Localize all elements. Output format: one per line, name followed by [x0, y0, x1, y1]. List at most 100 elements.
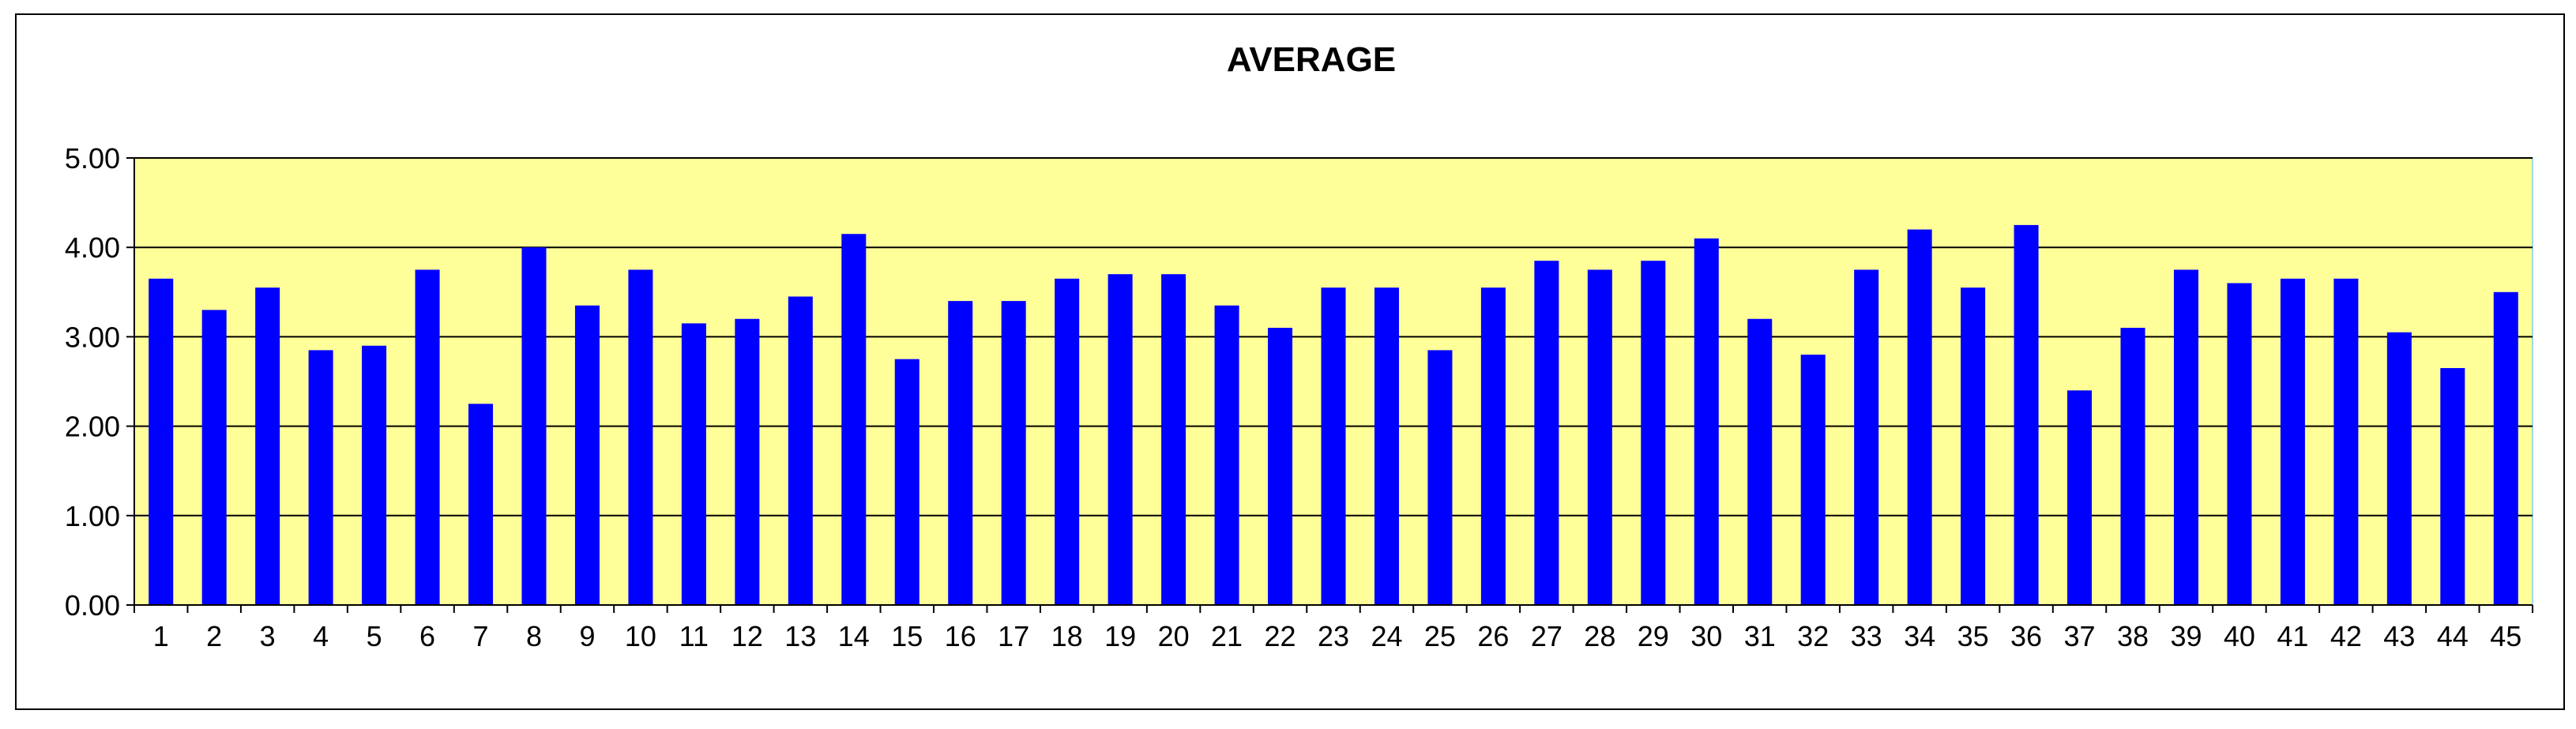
x-tick-label: 16: [945, 620, 976, 652]
x-tick-label: 13: [784, 620, 816, 652]
bar: [1587, 269, 1612, 605]
bar: [2067, 390, 2093, 605]
x-tick-label: 29: [1638, 620, 1669, 652]
bar: [1268, 328, 1293, 605]
x-tick-label: 35: [1957, 620, 1989, 652]
bar: [1694, 238, 1719, 605]
y-tick-label: 1.00: [65, 500, 120, 532]
x-tick-label: 44: [2437, 620, 2469, 652]
bar: [2120, 328, 2145, 605]
x-tick-label: 7: [473, 620, 489, 652]
bar: [2386, 332, 2412, 605]
bar: [2173, 269, 2198, 605]
x-tick-label: 45: [2490, 620, 2521, 652]
x-axis-tick-labels: 1 2 3 4 5 6 7 8 9 10 11 12 13 14 15 16 17 18 19 20 21 22 23 24 2…: [153, 620, 2522, 652]
x-tick-label: 10: [625, 620, 656, 652]
bar: [735, 318, 760, 605]
x-tick-label: 42: [2330, 620, 2362, 652]
x-tick-label: 43: [2383, 620, 2415, 652]
x-tick-label: 40: [2224, 620, 2255, 652]
bar: [1480, 287, 1506, 605]
bar: [362, 345, 387, 605]
x-tick-label: 31: [1744, 620, 1776, 652]
x-tick-label: 1: [153, 620, 169, 652]
bar: [1641, 261, 1666, 605]
bar: [2493, 291, 2518, 605]
x-tick-label: 9: [579, 620, 595, 652]
bar: [788, 296, 813, 605]
bar: [948, 301, 973, 605]
x-tick-label: 32: [1797, 620, 1829, 652]
bar: [521, 247, 547, 605]
x-tick-label: 26: [1477, 620, 1509, 652]
bar: [1961, 287, 1986, 605]
bar: [1907, 229, 1932, 605]
x-tick-label: 38: [2117, 620, 2149, 652]
bar: [628, 269, 653, 605]
x-tick-label: 39: [2170, 620, 2202, 652]
y-tick-label: 3.00: [65, 321, 120, 353]
x-tick-label: 25: [1424, 620, 1456, 652]
bar: [1055, 278, 1080, 605]
bars: [149, 224, 2518, 605]
bar: [415, 269, 440, 605]
x-tick-label: 15: [891, 620, 923, 652]
bar: [1854, 269, 1879, 605]
bar: [2014, 224, 2039, 605]
bar: [308, 350, 333, 605]
x-tick-label: 2: [206, 620, 222, 652]
x-tick-label: 3: [260, 620, 276, 652]
bar: [201, 310, 227, 605]
x-tick-label: 6: [419, 620, 435, 652]
x-tick-label: 20: [1158, 620, 1190, 652]
x-tick-label: 12: [731, 620, 763, 652]
x-tick-label: 4: [313, 620, 329, 652]
x-tick-label: 18: [1051, 620, 1083, 652]
y-axis-tick-labels: 0.00 1.00 2.00 3.00 4.00 5.00: [65, 142, 120, 622]
bar: [149, 278, 174, 605]
bar: [681, 323, 706, 605]
x-tick-label: 19: [1104, 620, 1136, 652]
x-tick-label: 33: [1851, 620, 1882, 652]
bar: [1374, 287, 1399, 605]
bar: [2227, 283, 2252, 605]
x-tick-label: 30: [1690, 620, 1722, 652]
x-tick-label: 8: [526, 620, 542, 652]
x-tick-label: 41: [2277, 620, 2308, 652]
y-tick-label: 5.00: [65, 142, 120, 175]
x-tick-label: 37: [2064, 620, 2096, 652]
bar: [574, 305, 600, 605]
bar: [2280, 278, 2305, 605]
bar: [1534, 261, 1559, 605]
x-tick-label: 24: [1371, 620, 1402, 652]
x-tick-label: 34: [1904, 620, 1935, 652]
bar: [255, 287, 280, 605]
bar: [1321, 287, 1346, 605]
bar: [1800, 355, 1826, 605]
bar: [468, 404, 494, 605]
x-tick-label: 17: [998, 620, 1029, 652]
bar: [1001, 301, 1026, 605]
chart-title: AVERAGE: [1227, 40, 1396, 79]
bar: [2333, 278, 2359, 605]
x-tick-label: 28: [1584, 620, 1615, 652]
x-tick-label: 14: [838, 620, 870, 652]
bar: [1161, 274, 1186, 605]
bar: [841, 234, 867, 605]
x-tick-label: 21: [1211, 620, 1243, 652]
x-tick-label: 5: [367, 620, 382, 652]
x-tick-label: 27: [1531, 620, 1563, 652]
bar: [1214, 305, 1239, 605]
y-tick-label: 4.00: [65, 231, 120, 264]
x-tick-label: 11: [679, 620, 709, 652]
bar: [1747, 318, 1773, 605]
bar: [894, 359, 919, 605]
bar: [2440, 368, 2465, 605]
x-tick-label: 36: [2010, 620, 2042, 652]
axes: [126, 157, 2533, 613]
bar: [1107, 274, 1133, 605]
y-tick-label: 2.00: [65, 411, 120, 443]
x-tick-label: 22: [1265, 620, 1296, 652]
